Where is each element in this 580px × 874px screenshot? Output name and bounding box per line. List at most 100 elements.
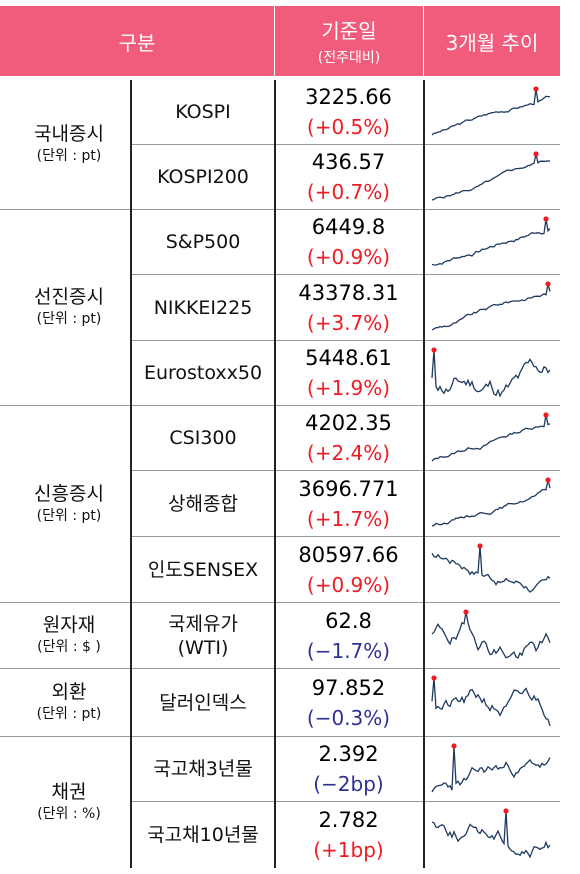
index-name: 달러인덱스 xyxy=(159,691,247,714)
index-value: 97.852 xyxy=(311,675,386,700)
sparkline-peak-marker xyxy=(503,808,509,814)
index-value-cell: 5448.61 (+1.9%) xyxy=(277,341,420,405)
column-divider xyxy=(423,80,425,868)
sparkline xyxy=(431,609,551,659)
index-value-cell: 62.8 (−1.7%) xyxy=(277,603,420,668)
sparkline-series xyxy=(431,283,551,331)
index-value-cell: 97.852 (−0.3%) xyxy=(277,669,420,736)
index-value-cell: 6449.8 (+0.9%) xyxy=(277,210,420,274)
sparkline xyxy=(431,216,551,266)
index-name: 인도SENSEX xyxy=(147,558,259,581)
sparkline-series xyxy=(431,611,551,659)
group-developed: 선진증시 (단위 : pt) xyxy=(10,210,128,404)
index-value: 3696.771 xyxy=(298,476,399,501)
sparkline xyxy=(431,743,551,793)
index-change: (+0.9%) xyxy=(306,245,391,269)
index-name: KOSPI200 xyxy=(157,166,249,188)
group-unit: (단위 : %) xyxy=(37,806,101,822)
index-value: 5448.61 xyxy=(305,346,392,370)
index-name: 국제유가 (WTI) xyxy=(168,612,238,659)
header-date-label: 기준일 xyxy=(321,19,377,43)
sparkline-peak-marker xyxy=(431,347,437,353)
sparkline-series xyxy=(431,810,551,859)
index-change: (+1.9%) xyxy=(306,376,391,400)
index-change: (+0.5%) xyxy=(306,115,391,139)
row-divider xyxy=(131,274,560,275)
index-value-cell: 3696.771 (+1.7%) xyxy=(277,471,420,536)
index-value-cell: 3225.66 (+0.5%) xyxy=(277,80,420,144)
index-value: 2.782 xyxy=(318,808,379,832)
sparkline xyxy=(431,412,551,462)
sparkline-series xyxy=(431,349,551,398)
index-value-cell: 2.782 (+1bp) xyxy=(277,802,420,868)
sparkline-series xyxy=(431,677,551,727)
group-name: 신흥증시 xyxy=(34,482,104,505)
group-name: 외환 xyxy=(51,681,87,703)
index-change: (+3.7%) xyxy=(306,310,391,335)
index-change: (−1.7%) xyxy=(306,638,391,663)
sparkline-peak-marker xyxy=(543,412,549,418)
sparkline xyxy=(431,347,551,398)
index-name: 국고채3년물 xyxy=(153,758,253,780)
group-name: 채권 xyxy=(51,781,87,803)
index-value-cell: 4202.35 (+2.4%) xyxy=(277,406,420,470)
group-commodity: 원자재 (단위 : $ ) xyxy=(10,603,128,667)
sparkline xyxy=(431,281,551,331)
index-change: (+2.4%) xyxy=(306,441,391,465)
sparkline xyxy=(431,808,551,859)
index-change: (+1.7%) xyxy=(306,506,391,531)
sparkline-peak-marker xyxy=(463,609,469,615)
index-name: CSI300 xyxy=(169,427,237,449)
sparkline-peak-marker xyxy=(533,151,539,157)
index-value-cell: 436.57 (+0.7%) xyxy=(277,145,420,209)
group-divider xyxy=(0,736,560,737)
header-trend-label: 3개월 추이 xyxy=(445,30,539,55)
group-domestic: 국내증시 (단위 : pt) xyxy=(10,80,128,208)
index-name: 국고채10년물 xyxy=(147,824,259,846)
index-change: (+1bp) xyxy=(313,838,384,862)
column-divider xyxy=(130,80,132,868)
index-value: 436.57 xyxy=(311,150,386,174)
index-value-cell: 43378.31 (+3.7%) xyxy=(277,275,420,340)
row-divider xyxy=(131,801,560,802)
header-date: 기준일 (전주대비) xyxy=(275,6,423,76)
group-name: 국내증시 xyxy=(34,123,104,145)
group-unit: (단위 : pt) xyxy=(36,507,102,524)
group-unit: (단위 : pt) xyxy=(36,148,102,164)
index-value: 62.8 xyxy=(325,608,372,633)
sparkline xyxy=(431,675,551,727)
index-value-cell: 2.392 (−2bp) xyxy=(277,737,420,801)
index-name: Eurostoxx50 xyxy=(143,362,263,384)
group-name: 선진증시 xyxy=(34,286,104,308)
row-divider xyxy=(131,470,560,471)
sparkline-series xyxy=(431,218,551,266)
sparkline-series xyxy=(431,479,551,527)
group-unit: (단위 : pt) xyxy=(36,706,102,722)
group-divider xyxy=(0,602,560,603)
header-category: 구분 xyxy=(0,6,274,76)
index-name: KOSPI xyxy=(175,101,231,123)
header-date-sublabel: (전주대비) xyxy=(317,50,381,66)
index-value: 2.392 xyxy=(318,742,379,766)
header-divider xyxy=(423,6,424,76)
sparkline xyxy=(431,477,551,527)
group-fx: 외환 (단위 : pt) xyxy=(10,669,128,735)
index-value: 43378.31 xyxy=(298,280,399,305)
sparkline xyxy=(431,543,551,593)
sparkline-peak-marker xyxy=(533,86,539,92)
column-divider xyxy=(274,80,276,868)
row-divider xyxy=(131,536,560,537)
sparkline xyxy=(431,86,550,136)
index-value: 3225.66 xyxy=(305,85,392,109)
row-divider xyxy=(131,144,560,145)
sparkline-peak-marker xyxy=(431,675,437,681)
index-value: 4202.35 xyxy=(305,411,392,435)
index-name: 상해종합 xyxy=(168,492,238,515)
group-bond: 채권 (단위 : %) xyxy=(10,737,128,867)
header-trend: 3개월 추이 xyxy=(424,6,560,76)
index-name: S&P500 xyxy=(165,231,241,253)
group-divider xyxy=(0,209,560,210)
index-change: (−0.3%) xyxy=(306,705,391,730)
index-value: 80597.66 xyxy=(298,542,399,567)
sparkline-peak-marker xyxy=(477,543,483,549)
